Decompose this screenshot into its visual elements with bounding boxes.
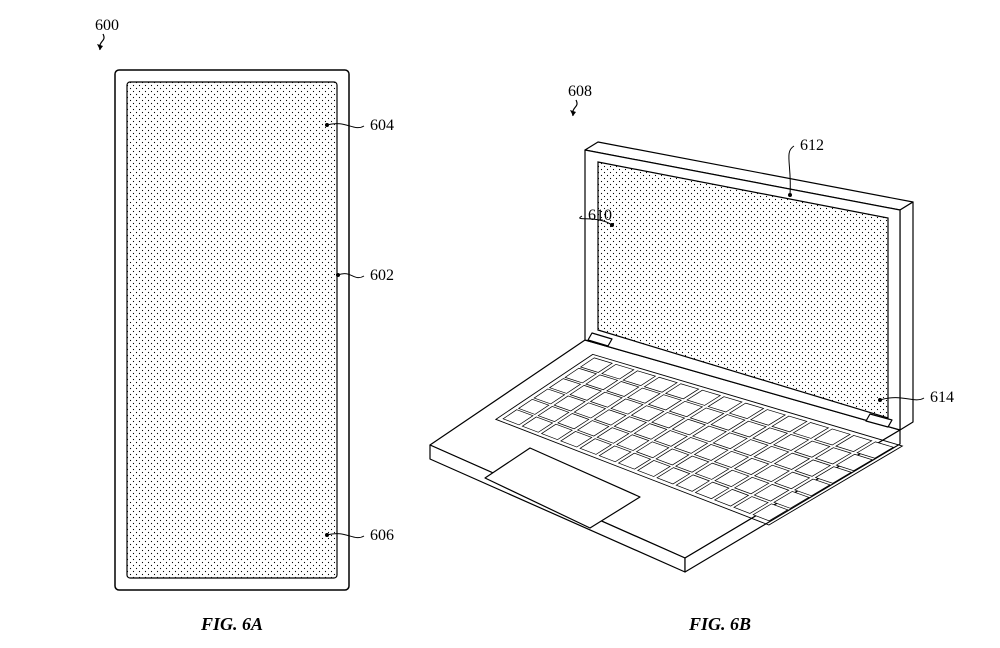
ref-604: 604 xyxy=(370,117,394,134)
ref-608: 608 xyxy=(568,83,592,100)
figure-6b: 608 612 610 614 FIG. 6B xyxy=(430,83,954,634)
laptop-lid-side xyxy=(900,202,913,430)
ref-600: 600 xyxy=(95,17,119,34)
figure-6a: 600 604 602 606 FIG. 6A xyxy=(95,17,394,634)
device-screen xyxy=(127,82,337,578)
leader-dot xyxy=(325,123,329,127)
ref-610: 610 xyxy=(588,207,612,224)
ref-602: 602 xyxy=(370,267,394,284)
leader-dot xyxy=(610,223,614,227)
ref-612: 612 xyxy=(800,137,824,154)
leader-dot xyxy=(336,273,340,277)
caption-6b: FIG. 6B xyxy=(688,614,751,634)
ref-606: 606 xyxy=(370,527,394,544)
leader-dot xyxy=(325,533,329,537)
leader-dot xyxy=(878,398,882,402)
caption-6a: FIG. 6A xyxy=(200,614,263,634)
ref-614: 614 xyxy=(930,389,954,406)
leader-dot xyxy=(788,193,792,197)
